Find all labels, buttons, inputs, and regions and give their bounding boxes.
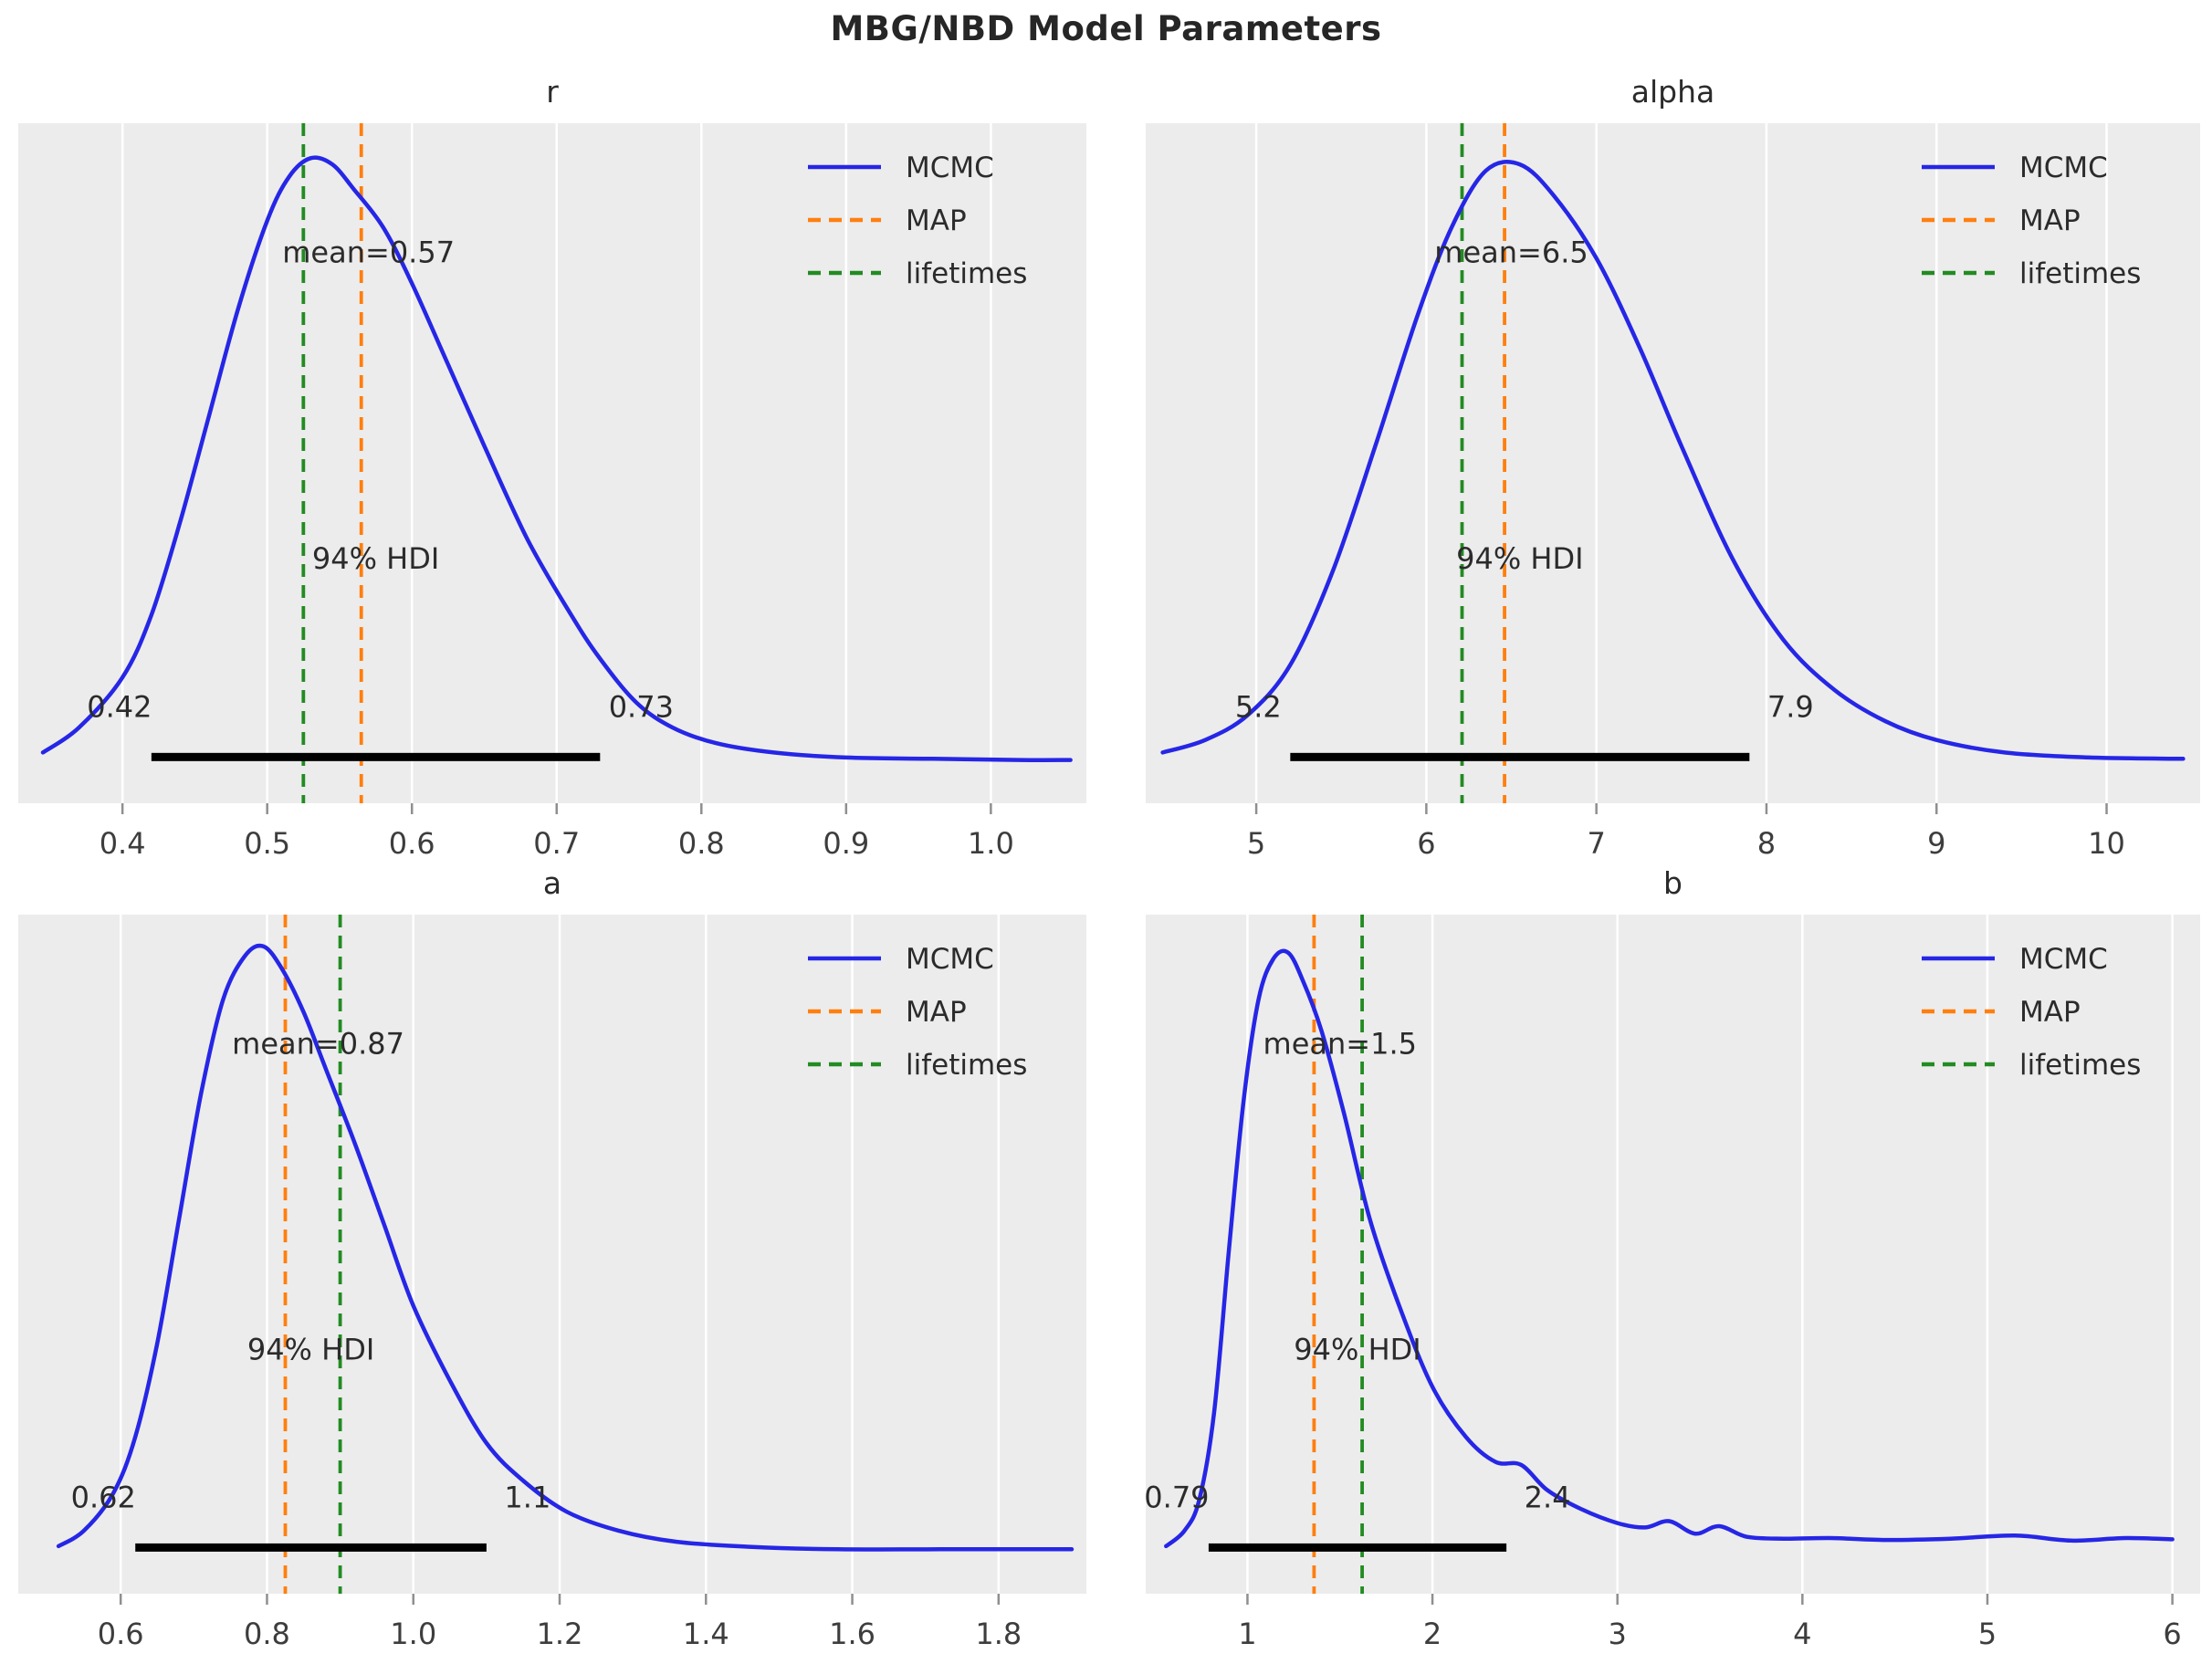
hdi-upper-label: 0.73	[609, 689, 674, 724]
axes-background	[18, 915, 1086, 1594]
legend-mcmc-label: MCMC	[906, 152, 994, 184]
legend-lifetimes-label: lifetimes	[2019, 257, 2141, 290]
x-tick-label: 0.9	[823, 826, 869, 861]
hdi-upper-label: 7.9	[1767, 689, 1814, 724]
x-tick-label: 1.2	[537, 1617, 583, 1651]
legend-lifetimes-label: lifetimes	[2019, 1049, 2141, 1082]
hdi-bar	[1208, 1543, 1507, 1552]
x-tick-label: 3	[1609, 1617, 1627, 1651]
plot-area-a: 0.6 0.8 1.0 1.2 1.4 1.6 1.8 0.62 1.1 94% HDI mean=…	[18, 915, 1086, 1651]
subplot-title-b: b	[1663, 865, 1683, 901]
mean-label: mean=0.57	[282, 235, 455, 270]
legend-mcmc-label: MCMC	[906, 943, 994, 976]
figure-title: MBG/NBD Model Parameters	[830, 9, 1382, 48]
axes-background	[1146, 123, 2200, 803]
x-tick-label: 0.8	[244, 1617, 290, 1651]
x-tick-label: 1.4	[683, 1617, 729, 1651]
hdi-text: 94% HDI	[312, 541, 439, 576]
subplot-b: b 1 2 3 4 5 6 0.79 2.4 94% HDI mean=1.5 MCMC MAP lif…	[1144, 865, 2200, 1651]
x-tick-label: 0.5	[244, 826, 290, 861]
subplot-a: a 0.6 0.8 1.0 1.2 1.4 1.6 1.8 0.62 1.1 94% HDI mea…	[18, 865, 1086, 1651]
density-curve	[40, 155, 1073, 762]
x-tick-label: 0.6	[98, 1617, 144, 1651]
legend-lifetimes-label: lifetimes	[906, 257, 1027, 290]
x-tick-label: 7	[1587, 826, 1605, 861]
hdi-lower-label: 0.42	[87, 689, 152, 724]
x-tick-label: 6	[2163, 1617, 2181, 1651]
x-tick-label: 10	[2088, 826, 2125, 861]
subplot-title-alpha: alpha	[1630, 74, 1715, 110]
hdi-text: 94% HDI	[1456, 541, 1583, 576]
x-tick-label: 5	[1247, 826, 1265, 861]
subplot-r: r 0.4 0.5 0.6 0.7 0.8 0.9 1.0 0.42 0.73 94% HDI me…	[18, 74, 1086, 861]
mean-label: mean=0.87	[232, 1027, 404, 1062]
x-tick-label: 6	[1417, 826, 1435, 861]
plot-area-r: 0.4 0.5 0.6 0.7 0.8 0.9 1.0 0.42 0.73 94% HDI mean…	[18, 123, 1086, 861]
legend-map-label: MAP	[2019, 204, 2081, 237]
x-tick-label: 1.0	[968, 826, 1014, 861]
x-tick-label: 1.8	[975, 1617, 1022, 1651]
density-curve	[1164, 948, 2175, 1549]
x-tick-label: 9	[1927, 826, 1945, 861]
hdi-bar	[151, 752, 601, 761]
x-tick-label: 0.6	[389, 826, 435, 861]
legend-map-label: MAP	[906, 204, 967, 237]
plot-area-alpha: 5 6 7 8 9 10 5.2 7.9 94% HDI mean=6.5 MCMC MAP lifet…	[1146, 123, 2200, 861]
x-tick-label: 5	[1978, 1617, 1997, 1651]
density-curve	[1160, 160, 2186, 761]
x-tick-label: 0.8	[678, 826, 725, 861]
legend-map-label: MAP	[906, 996, 967, 1029]
plot-area-b: 1 2 3 4 5 6 0.79 2.4 94% HDI mean=1.5 MCMC MAP lifet…	[1144, 915, 2200, 1651]
legend-mcmc-label: MCMC	[2019, 943, 2108, 976]
hdi-lower-label: 5.2	[1235, 689, 1282, 724]
hdi-bar	[1290, 752, 1750, 761]
hdi-text: 94% HDI	[247, 1332, 374, 1366]
x-tick-label: 0.4	[100, 826, 146, 861]
hdi-lower-label: 0.62	[71, 1481, 136, 1515]
legend-map-label: MAP	[2019, 996, 2081, 1029]
hdi-text: 94% HDI	[1294, 1332, 1421, 1366]
hdi-bar	[135, 1543, 487, 1552]
hdi-upper-label: 1.1	[504, 1481, 550, 1515]
x-tick-label: 2	[1423, 1617, 1441, 1651]
legend-lifetimes-label: lifetimes	[906, 1049, 1027, 1082]
x-tick-label: 1	[1238, 1617, 1256, 1651]
x-tick-label: 8	[1757, 826, 1776, 861]
x-tick-label: 4	[1793, 1617, 1811, 1651]
mean-label: mean=1.5	[1263, 1027, 1417, 1062]
hdi-lower-label: 0.79	[1144, 1481, 1209, 1515]
subplot-alpha: alpha 5 6 7 8 9 10 5.2 7.9 94% HDI mean=6.5 MCMC MA…	[1146, 74, 2200, 861]
subplot-title-r: r	[546, 74, 559, 110]
x-tick-label: 0.7	[533, 826, 580, 861]
mean-label: mean=6.5	[1434, 235, 1588, 270]
density-curve	[56, 943, 1075, 1552]
legend-mcmc-label: MCMC	[2019, 152, 2108, 184]
hdi-upper-label: 2.4	[1525, 1481, 1571, 1515]
x-tick-label: 1.6	[829, 1617, 875, 1651]
x-tick-label: 1.0	[390, 1617, 436, 1651]
subplot-title-a: a	[542, 865, 562, 901]
